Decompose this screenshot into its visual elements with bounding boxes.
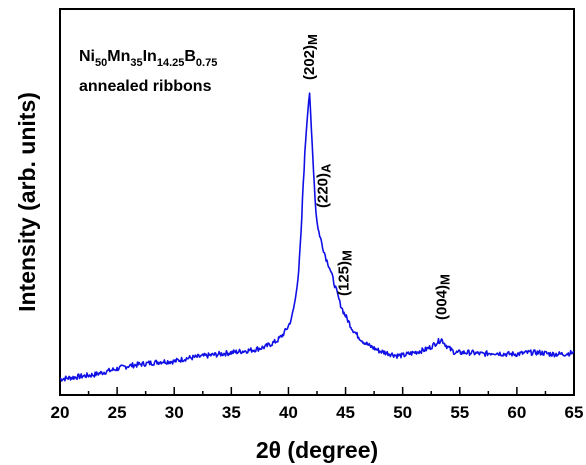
x-tick-label: 35 [222, 403, 241, 422]
x-tick-label: 25 [108, 403, 127, 422]
sample-treatment-label: annealed ribbons [79, 78, 212, 95]
x-tick-label: 20 [51, 403, 70, 422]
peak-annotation: (220)A [315, 163, 334, 208]
x-tick-label: 45 [336, 403, 355, 422]
x-axis-tick-labels: 20 25 30 35 40 45 50 55 60 65 [51, 403, 584, 422]
x-tick-label: 65 [565, 403, 584, 422]
y-axis-title: Intensity (arb. units) [14, 92, 40, 312]
x-axis-title: 2θ (degree) [256, 437, 378, 463]
x-tick-label: 30 [165, 403, 184, 422]
x-tick-label: 40 [279, 403, 298, 422]
x-axis-ticks [59, 387, 575, 395]
x-tick-label: 60 [507, 403, 526, 422]
peak-annotations: (202)M (220)A (125)M (004)M [301, 34, 453, 320]
x-tick-label: 50 [393, 403, 412, 422]
xrd-pattern-line [59, 92, 575, 382]
peak-annotation: (004)M [434, 274, 453, 320]
x-tick-label: 55 [450, 403, 469, 422]
series-layer [59, 92, 575, 382]
peak-annotation: (125)M [335, 250, 354, 296]
peak-annotation: (202)M [301, 34, 320, 80]
sample-composition-label: Ni50Mn35In14.25B0.75 [79, 48, 217, 69]
